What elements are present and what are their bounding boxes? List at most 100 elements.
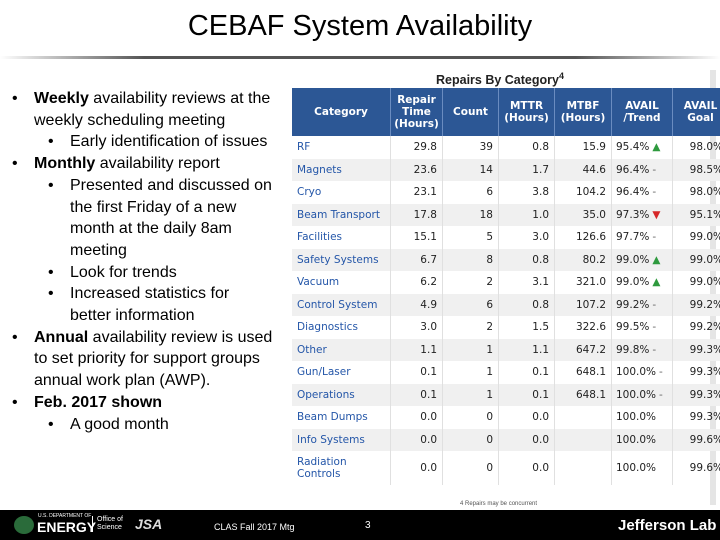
- cell-text: 104.2: [575, 186, 606, 199]
- number-cell: 18: [442, 203, 499, 226]
- avail-cell: 99.2% -: [611, 293, 673, 316]
- avail-cell: 100.0%: [611, 406, 673, 429]
- category-cell: Magnets: [292, 158, 391, 181]
- bullet-item: • Early identification of issues: [12, 131, 274, 153]
- avail-cell: 99.8% -: [611, 338, 673, 361]
- cell-text: 321.0: [575, 276, 606, 289]
- office-science: Office of Science: [92, 516, 123, 532]
- number-cell: 6: [442, 293, 499, 316]
- cell-text: 0.0: [420, 411, 437, 424]
- avail-value: 96.4%: [616, 163, 650, 176]
- goal-cell: 99.3%: [672, 338, 720, 361]
- number-cell: [554, 406, 612, 429]
- avail-value: 100.0%: [616, 433, 657, 446]
- table-panel: Repairs By Category4 Category Repair Time…: [290, 68, 720, 508]
- column-header: Count: [442, 88, 499, 136]
- category-cell: Radiation Controls: [292, 451, 391, 485]
- cell-text: 0.1: [532, 366, 549, 379]
- bullet-bold: Weekly: [34, 90, 89, 107]
- cell-text: 0.0: [532, 433, 549, 446]
- category-cell: Operations: [292, 383, 391, 406]
- table-row: Radiation Controls 0.0 0 0.0 100.0% 99.6%: [292, 451, 720, 485]
- number-cell: 0.0: [498, 428, 555, 451]
- cell-text: 1: [486, 388, 493, 401]
- number-cell: 0.0: [390, 428, 443, 451]
- number-cell: 321.0: [554, 271, 612, 294]
- cell-text: 107.2: [575, 298, 606, 311]
- number-cell: 4.9: [390, 293, 443, 316]
- avail-cell: 99.0% ▲: [611, 248, 673, 271]
- cell-text: 2: [486, 276, 493, 289]
- goal-cell: 99.3%: [672, 361, 720, 384]
- bullet-item: • Look for trends: [12, 262, 274, 284]
- table-row: Info Systems 0.0 0 0.0 100.0% 99.6%: [292, 428, 720, 451]
- bullet-dot: •: [48, 176, 54, 194]
- category-cell: Beam Dumps: [292, 406, 391, 429]
- lab-name: Jefferson Lab: [618, 517, 717, 534]
- bullet-text: A good month: [70, 415, 169, 433]
- cell-text: 126.6: [575, 231, 606, 244]
- number-cell: 0: [442, 406, 499, 429]
- number-cell: 0.1: [498, 361, 555, 384]
- column-header: Repair Time (Hours): [390, 88, 443, 136]
- column-header: MTTR (Hours): [498, 88, 555, 136]
- table-row: Other 1.1 1 1.1 647.2 99.8% -99.3%: [292, 338, 720, 361]
- title-rule: [0, 56, 720, 59]
- number-cell: 648.1: [554, 383, 612, 406]
- number-cell: 1.5: [498, 316, 555, 339]
- number-cell: 15.9: [554, 136, 612, 159]
- bullet-dot: •: [48, 133, 54, 151]
- avail-value: 99.2%: [616, 298, 650, 311]
- number-cell: 3.1: [498, 271, 555, 294]
- category-cell: Diagnostics: [292, 316, 391, 339]
- cell-text: 23.1: [413, 186, 437, 199]
- cell-text: 15.9: [582, 141, 606, 154]
- number-cell: 0.8: [498, 136, 555, 159]
- number-cell: 23.1: [390, 181, 443, 204]
- jsa-logo: JSA: [135, 516, 163, 532]
- bullet-dot: •: [12, 155, 18, 173]
- avail-value: 100.0%: [616, 366, 657, 379]
- cell-text: 3.0: [420, 321, 437, 334]
- avail-value: 97.3%: [616, 208, 650, 221]
- cell-text: 0.8: [532, 253, 549, 266]
- table-row: Vacuum 6.2 2 3.1 321.0 99.0% ▲ 99.0%: [292, 271, 720, 294]
- avail-cell: 100.0% -: [611, 361, 673, 384]
- number-cell: [554, 451, 612, 485]
- bullet-text: Early identification of issues: [70, 133, 268, 151]
- cell-text: 14: [479, 163, 493, 176]
- table-row: RF 29.8 39 0.8 15.9 95.4% ▲ 98.0%: [292, 136, 720, 159]
- cell-text: 0.1: [420, 366, 437, 379]
- cell-text: 44.6: [582, 163, 606, 176]
- cell-text: 0: [486, 411, 493, 424]
- trend-indicator: -: [652, 298, 657, 311]
- avail-cell: 99.0% ▲: [611, 271, 673, 294]
- number-cell: 3.0: [390, 316, 443, 339]
- trend-indicator: ▲: [652, 141, 661, 154]
- goal-cell: 98.5%: [672, 158, 720, 181]
- cell-text: 4.9: [420, 298, 437, 311]
- number-cell: 0.1: [498, 383, 555, 406]
- number-cell: 0.0: [390, 406, 443, 429]
- goal-cell: 99.6%: [672, 428, 720, 451]
- bullet-dot: •: [48, 415, 54, 433]
- table-row: Beam Transport 17.8 18 1.0 35.0 97.3% ▼ 95.1%: [292, 203, 720, 226]
- number-cell: 80.2: [554, 248, 612, 271]
- number-cell: 648.1: [554, 361, 612, 384]
- table-title: Repairs By Category4: [290, 71, 710, 87]
- cell-text: 35.0: [582, 208, 606, 221]
- number-cell: 0.0: [498, 406, 555, 429]
- cell-text: 18: [479, 208, 493, 221]
- number-cell: 322.6: [554, 316, 612, 339]
- trend-indicator: ▲: [652, 276, 661, 289]
- cell-text: 6: [486, 298, 493, 311]
- number-cell: 0.8: [498, 248, 555, 271]
- cell-text: 15.1: [413, 231, 437, 244]
- cell-text: 0.0: [532, 411, 549, 424]
- bullet-bold: Feb. 2017 shown: [34, 393, 163, 411]
- bullet-item: • Weekly availability reviews at the week…: [12, 88, 274, 131]
- number-cell: 6.2: [390, 271, 443, 294]
- cell-text: 1.1: [420, 343, 437, 356]
- bullet-item: • Monthly availability report: [12, 153, 274, 175]
- number-cell: 14: [442, 158, 499, 181]
